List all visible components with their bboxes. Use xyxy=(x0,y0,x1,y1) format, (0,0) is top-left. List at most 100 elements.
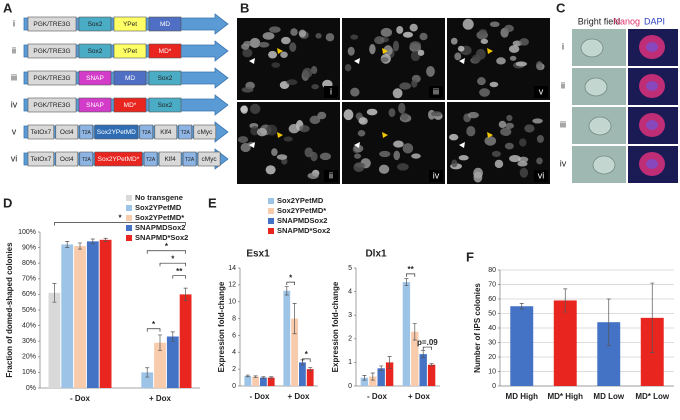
nucleus xyxy=(409,41,422,50)
nucleus xyxy=(286,79,298,86)
significance-label: ** xyxy=(176,267,183,276)
panel-letter: F xyxy=(466,249,474,264)
error-bar xyxy=(650,282,655,353)
bar xyxy=(154,342,166,388)
nucleus xyxy=(489,81,499,88)
nucleus xyxy=(392,88,403,99)
y-tick-label: 0% xyxy=(26,385,36,392)
nucleus xyxy=(347,46,355,56)
nucleus xyxy=(536,157,543,165)
nucleus xyxy=(431,111,442,117)
bar xyxy=(267,377,275,386)
segment-label: MD xyxy=(125,75,135,82)
nucleus xyxy=(489,21,500,28)
nucleus xyxy=(426,66,435,77)
nucleus xyxy=(532,118,543,124)
y-tick-label: 8 xyxy=(232,315,236,322)
y-tick-label: 60 xyxy=(488,296,496,303)
nucleus xyxy=(491,150,501,157)
nucleus xyxy=(504,142,514,150)
arrowhead xyxy=(354,142,360,148)
significance-bracket xyxy=(146,328,161,332)
bar xyxy=(244,375,252,386)
nucleus xyxy=(506,114,513,122)
nucleus xyxy=(515,61,528,67)
nucleus xyxy=(369,44,376,55)
dapi-signal xyxy=(646,42,658,52)
y-tick-label: 40% xyxy=(22,322,36,329)
y-tick-label: 60% xyxy=(22,291,36,298)
nucleus xyxy=(397,163,409,171)
bar xyxy=(252,376,259,386)
row-label: vi xyxy=(11,153,18,163)
legend-label: SNAPMDSox2 xyxy=(277,216,327,225)
x-tick-label: - Dox xyxy=(367,392,388,401)
construct-segment xyxy=(94,124,139,140)
label-box xyxy=(429,86,443,98)
error-bar xyxy=(563,288,568,313)
bar xyxy=(61,244,74,388)
construct-segment xyxy=(78,70,112,86)
nucleus xyxy=(268,50,278,59)
nucleus xyxy=(466,126,476,137)
bar xyxy=(283,290,291,386)
nucleus xyxy=(457,45,465,52)
nucleus xyxy=(411,79,418,88)
construct-segment xyxy=(148,16,182,32)
segment-label: cMyc xyxy=(202,156,218,163)
y-tick-label: 4 xyxy=(232,349,236,356)
segment-label: Oct4 xyxy=(60,156,74,163)
nucleus xyxy=(498,120,507,129)
legend-label: Sox2YPetMD* xyxy=(135,213,184,222)
dapi-signal xyxy=(646,81,658,91)
construct-segment xyxy=(27,70,77,86)
nucleus xyxy=(325,33,335,42)
legend-swatch xyxy=(126,225,132,231)
nucleus xyxy=(398,102,406,114)
nucleus xyxy=(536,135,544,143)
colony xyxy=(580,38,604,58)
nucleus xyxy=(269,26,281,33)
segment-label: SNAP xyxy=(86,75,104,82)
nucleus xyxy=(240,142,251,153)
error-bar xyxy=(387,356,392,369)
error-bar xyxy=(170,331,175,342)
nucleus xyxy=(298,125,310,133)
construct-segment xyxy=(27,43,77,59)
nucleus xyxy=(379,150,391,158)
y-tick-label: 4 xyxy=(348,288,352,295)
x-tick-label: MD High xyxy=(506,392,539,401)
significance-label: * xyxy=(165,242,169,251)
x-tick-label: MD* Low xyxy=(635,392,670,401)
nucleus xyxy=(271,148,278,156)
error-bar xyxy=(269,376,274,379)
nucleus xyxy=(393,150,401,161)
construct-segment xyxy=(148,43,182,59)
construct-segment xyxy=(27,16,77,32)
row-label: iv xyxy=(560,158,567,168)
nucleus xyxy=(243,40,253,47)
construct-segment xyxy=(55,124,79,140)
nucleus xyxy=(473,171,483,183)
construct-segment xyxy=(113,70,147,86)
nucleus xyxy=(281,36,291,45)
error-bar xyxy=(379,365,384,372)
nucleus xyxy=(388,108,396,118)
y-tick-label: 20% xyxy=(22,354,36,361)
y-tick-label: 80 xyxy=(488,267,496,274)
nucleus xyxy=(524,124,535,133)
nucleus xyxy=(458,155,469,161)
nucleus xyxy=(411,153,421,159)
nucleus xyxy=(350,34,359,40)
y-axis-label: Expression fold-change xyxy=(217,281,226,372)
nucleus xyxy=(519,138,527,147)
error-bar xyxy=(370,372,375,381)
nucleus xyxy=(304,147,313,158)
panel-letter: B xyxy=(240,0,249,15)
significance-label: * xyxy=(289,273,293,282)
significance-bracket xyxy=(172,275,186,279)
dapi-signal xyxy=(646,159,658,169)
bar xyxy=(411,331,419,386)
legend-swatch xyxy=(268,218,274,224)
segment-label: PGK/TRE3G xyxy=(33,75,70,82)
